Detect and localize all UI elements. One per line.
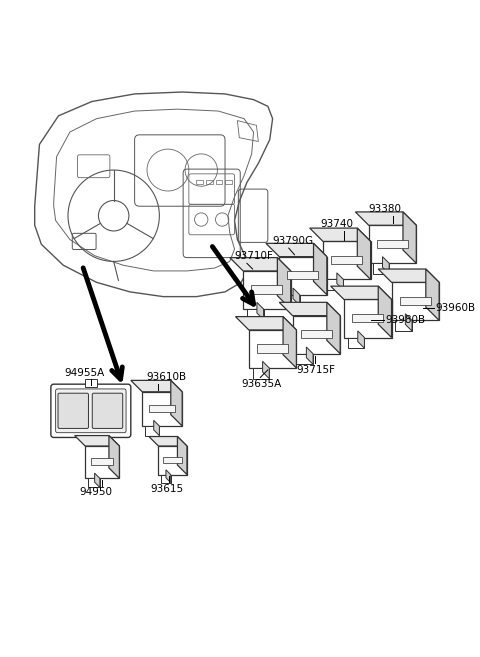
Polygon shape — [327, 302, 340, 353]
Polygon shape — [252, 368, 269, 378]
Text: 93710F: 93710F — [235, 252, 274, 261]
Polygon shape — [400, 297, 431, 306]
Text: 93615: 93615 — [151, 484, 184, 494]
Polygon shape — [131, 380, 182, 392]
Polygon shape — [383, 257, 389, 274]
Polygon shape — [142, 392, 182, 426]
Polygon shape — [149, 405, 175, 413]
Polygon shape — [257, 344, 288, 353]
FancyBboxPatch shape — [51, 384, 131, 438]
Polygon shape — [300, 330, 332, 338]
Polygon shape — [161, 474, 171, 483]
Bar — [225, 179, 232, 185]
Polygon shape — [337, 273, 344, 290]
Polygon shape — [251, 285, 282, 294]
Polygon shape — [323, 241, 371, 279]
Polygon shape — [296, 353, 313, 365]
Polygon shape — [403, 212, 416, 263]
Text: 93740: 93740 — [320, 219, 353, 229]
Polygon shape — [277, 258, 291, 309]
Text: 93380: 93380 — [369, 204, 402, 214]
Polygon shape — [247, 309, 264, 320]
Bar — [216, 179, 222, 185]
Polygon shape — [230, 258, 291, 271]
Bar — [196, 179, 203, 185]
Polygon shape — [283, 317, 296, 368]
FancyBboxPatch shape — [92, 393, 123, 428]
Polygon shape — [358, 331, 364, 348]
Polygon shape — [378, 286, 392, 338]
FancyBboxPatch shape — [56, 389, 126, 433]
Polygon shape — [352, 314, 383, 323]
Polygon shape — [158, 446, 187, 474]
Text: 93715F: 93715F — [296, 365, 336, 375]
Polygon shape — [95, 473, 100, 487]
Polygon shape — [293, 288, 300, 306]
Polygon shape — [263, 361, 269, 378]
Polygon shape — [145, 426, 159, 436]
Text: 93610B: 93610B — [146, 373, 186, 382]
Polygon shape — [327, 279, 344, 290]
Polygon shape — [331, 256, 362, 264]
Polygon shape — [88, 478, 100, 487]
Polygon shape — [266, 243, 327, 257]
Text: 94950: 94950 — [79, 487, 112, 497]
Polygon shape — [149, 436, 187, 446]
Bar — [206, 179, 213, 185]
Polygon shape — [109, 436, 120, 478]
Polygon shape — [283, 295, 300, 306]
Polygon shape — [331, 286, 392, 300]
Polygon shape — [313, 243, 327, 295]
Bar — [85, 379, 96, 387]
Polygon shape — [344, 300, 392, 338]
Polygon shape — [306, 347, 313, 365]
Polygon shape — [348, 338, 364, 348]
Polygon shape — [310, 228, 371, 241]
Polygon shape — [377, 240, 408, 248]
Polygon shape — [166, 470, 171, 483]
Polygon shape — [279, 302, 340, 315]
Text: 93635A: 93635A — [241, 379, 281, 390]
Polygon shape — [293, 315, 340, 353]
Polygon shape — [163, 457, 182, 463]
Polygon shape — [171, 380, 182, 426]
Polygon shape — [372, 263, 389, 274]
Polygon shape — [392, 283, 439, 321]
Polygon shape — [243, 271, 291, 309]
Polygon shape — [426, 269, 439, 321]
Polygon shape — [178, 436, 187, 474]
Polygon shape — [288, 271, 318, 279]
Polygon shape — [85, 446, 120, 478]
Polygon shape — [75, 436, 120, 446]
Polygon shape — [396, 321, 412, 331]
Polygon shape — [357, 228, 371, 279]
Polygon shape — [378, 269, 439, 283]
Polygon shape — [405, 314, 412, 331]
Polygon shape — [369, 225, 416, 263]
Text: 94955A: 94955A — [64, 367, 105, 378]
Polygon shape — [154, 420, 159, 436]
Polygon shape — [91, 459, 113, 465]
Polygon shape — [257, 302, 264, 320]
Polygon shape — [249, 330, 296, 368]
Text: 93790G: 93790G — [273, 236, 314, 246]
Polygon shape — [355, 212, 416, 225]
FancyBboxPatch shape — [58, 393, 88, 428]
Polygon shape — [279, 257, 327, 295]
Text: 93960B: 93960B — [435, 303, 476, 313]
Polygon shape — [236, 317, 296, 330]
Text: 93980B: 93980B — [386, 315, 426, 325]
